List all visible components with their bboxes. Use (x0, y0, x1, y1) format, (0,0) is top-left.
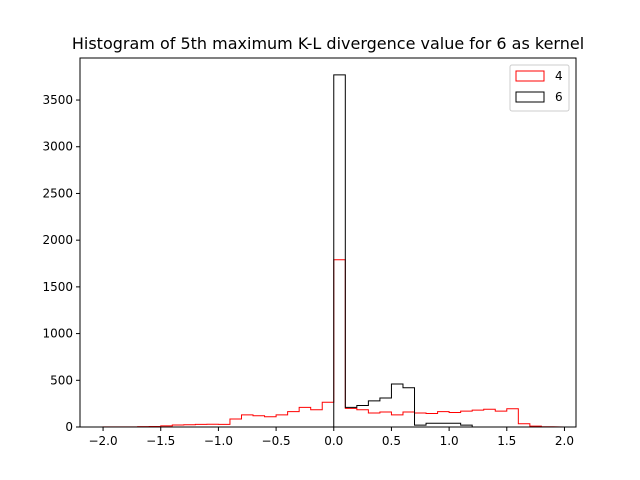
y-tick-label: 2000 (42, 233, 73, 247)
legend-swatch-6 (515, 91, 545, 103)
legend-swatch-4 (515, 70, 545, 82)
y-tick-label: 500 (50, 373, 73, 387)
x-tick-label: 0.0 (324, 434, 343, 448)
y-tick-label: 3500 (42, 93, 73, 107)
legend-frame (509, 64, 570, 112)
series-layer (102, 74, 565, 428)
x-tick-label: 2.0 (555, 434, 574, 448)
y-axis: 0 500 1000 1500 2000 2500 3000 3500 (42, 93, 80, 434)
y-tick-label: 1500 (42, 280, 73, 294)
x-tick-label: 0.5 (382, 434, 401, 448)
y-tick-label: 1000 (42, 327, 73, 341)
y-tick-label: 3000 (42, 140, 73, 154)
x-tick-label: −0.5 (262, 434, 291, 448)
y-tick-label: 0 (65, 420, 73, 434)
x-axis: −2.0 −1.5 −1.0 −0.5 0.0 0.5 1.0 1.5 2.0 (88, 427, 574, 448)
x-tick-label: −1.5 (146, 434, 175, 448)
legend-label-6: 6 (555, 90, 563, 104)
plot-frame (79, 57, 577, 428)
legend-label-4: 4 (555, 69, 563, 83)
y-tick-label: 2500 (42, 186, 73, 200)
legend: 4 6 (509, 64, 570, 112)
x-tick-label: −1.0 (204, 434, 233, 448)
x-tick-label: 1.5 (497, 434, 516, 448)
x-tick-label: −2.0 (88, 434, 117, 448)
x-tick-label: 1.0 (440, 434, 459, 448)
histogram-series-6 (103, 74, 565, 428)
chart-title: Histogram of 5th maximum K-L divergence … (72, 34, 584, 53)
